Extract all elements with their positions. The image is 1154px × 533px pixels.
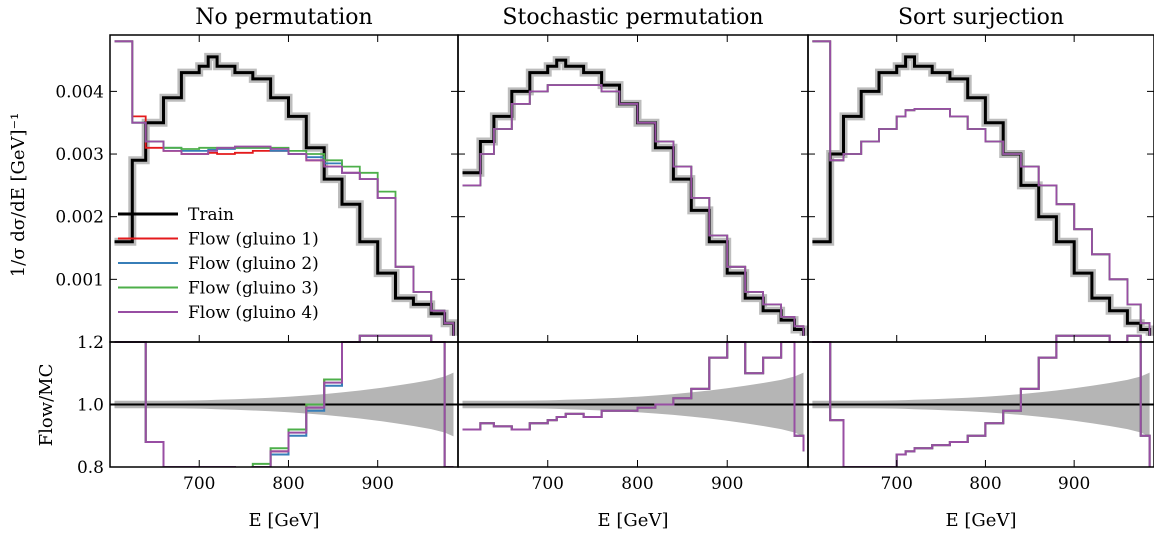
x-tick-label: 900 bbox=[1058, 474, 1090, 494]
x-tick-label: 900 bbox=[711, 474, 743, 494]
panel-title: No permutation bbox=[195, 5, 372, 30]
legend-label: Flow (gluino 4) bbox=[188, 303, 319, 323]
x-tick-label: 800 bbox=[621, 474, 653, 494]
series-flow-gluino-4- bbox=[812, 40, 1151, 336]
y-tick-label: 0.001 bbox=[55, 270, 104, 290]
y-tick-label: 0.002 bbox=[55, 208, 104, 228]
y-tick-label: 0.004 bbox=[55, 82, 104, 102]
y-axis-label-ratio: Flow/MC bbox=[36, 364, 57, 447]
x-axis-label: E [GeV] bbox=[946, 510, 1017, 531]
series-train bbox=[114, 55, 455, 336]
legend-label: Flow (gluino 3) bbox=[188, 279, 319, 299]
plot-area bbox=[808, 40, 1154, 467]
ratio-y-tick-label: 1.2 bbox=[77, 333, 104, 353]
legend-label: Train bbox=[188, 205, 234, 225]
train-uncertainty-band bbox=[462, 56, 808, 336]
x-tick-label: 900 bbox=[361, 474, 393, 494]
ratio-y-tick-label: 1.0 bbox=[77, 396, 104, 416]
x-tick-label: 800 bbox=[969, 474, 1001, 494]
x-tick-label: 700 bbox=[183, 474, 215, 494]
x-tick-label: 700 bbox=[532, 474, 564, 494]
x-tick-label: 700 bbox=[880, 474, 912, 494]
series-flow-gluino-3- bbox=[812, 40, 1151, 336]
series-flow-gluino-2- bbox=[812, 40, 1151, 336]
x-tick-label: 800 bbox=[272, 474, 304, 494]
legend-label: Flow (gluino 1) bbox=[188, 230, 319, 250]
ratio-flow-gluino-4- bbox=[812, 334, 1151, 467]
legend-label: Flow (gluino 2) bbox=[188, 254, 319, 274]
plot-area bbox=[110, 40, 458, 467]
panel-title: Sort surjection bbox=[898, 5, 1064, 30]
series-flow-gluino-4- bbox=[462, 84, 805, 336]
ratio-y-tick-label: 0.8 bbox=[77, 458, 104, 478]
series-train bbox=[812, 55, 1152, 336]
series-flow-gluino-4- bbox=[114, 40, 455, 336]
ratio-flow-gluino-4- bbox=[114, 334, 454, 467]
legend: Train Flow (gluino 1) Flow (gluino 2) Flow … bbox=[118, 205, 319, 323]
ratio-flow-gluino-4- bbox=[462, 341, 805, 452]
x-axis-label: E [GeV] bbox=[249, 510, 320, 531]
plot-area bbox=[458, 56, 808, 452]
y-axis-label-main: 1/σ dσ/dE [GeV]⁻¹ bbox=[8, 113, 29, 278]
panel-title: Stochastic permutation bbox=[502, 5, 763, 30]
panel-2: Stochastic permutation 700 800 900 E [GeV] bbox=[457, 5, 809, 531]
x-axis-label: E [GeV] bbox=[598, 510, 669, 531]
y-tick-label: 0.003 bbox=[55, 145, 104, 165]
panel-3: Sort surjection 700 800 900 E [GeV] bbox=[807, 5, 1154, 531]
series-flow-gluino-1- bbox=[812, 40, 1151, 336]
